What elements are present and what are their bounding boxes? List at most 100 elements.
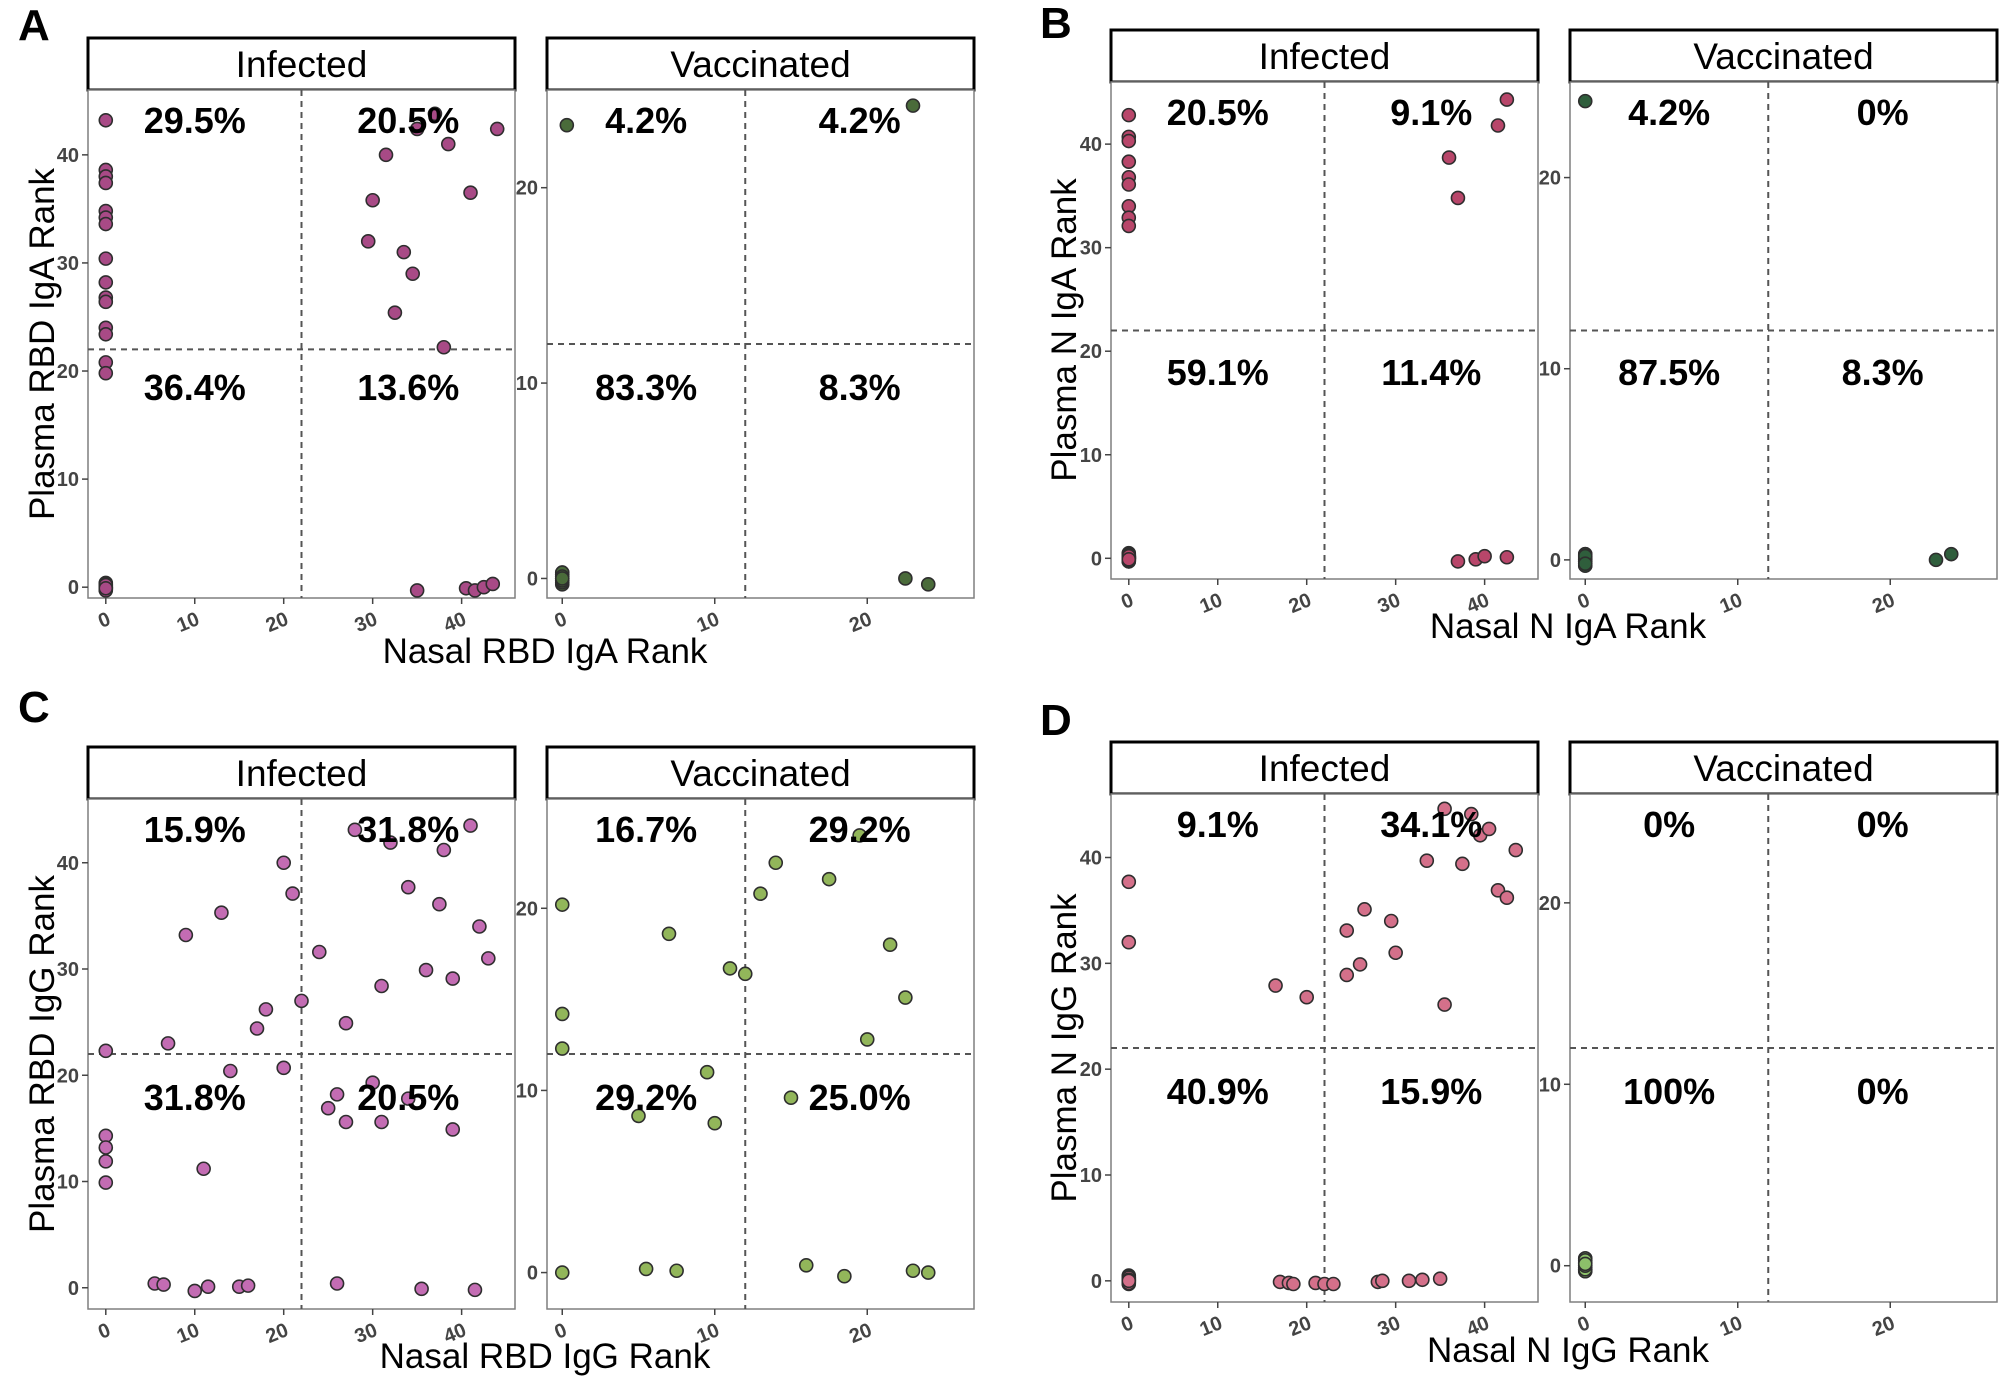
data-point [554,571,570,586]
data-point [882,937,898,953]
facet-strip [86,745,517,801]
data-point [559,117,575,133]
data-point [467,1282,483,1298]
data-point [1375,1273,1390,1289]
data-point [1499,92,1515,107]
data-point [837,1268,852,1284]
panel-letter: A [18,1,50,50]
data-point [338,1114,354,1130]
data-point [396,244,412,260]
x-tick-label: 20 [263,608,292,637]
data-point [472,919,487,934]
data-point [187,1283,203,1299]
y-tick-label: 30 [1080,238,1102,260]
facet-title: Vaccinated [1693,748,1873,789]
facet-title: Vaccinated [670,753,850,794]
data-point [276,855,292,871]
x-axis-title: Nasal RBD IgA Rank [383,632,708,671]
data-point [920,1265,936,1280]
data-point [1121,1273,1137,1289]
data-point [1286,1276,1301,1292]
y-tick-label: 10 [516,1080,538,1102]
data-point [432,896,447,912]
data-point [347,822,363,838]
data-point [445,971,461,986]
data-point [554,1006,570,1022]
data-point [374,978,389,994]
data-point [920,577,936,592]
quadrant-label-bottom-left: 100% [1623,1071,1715,1112]
data-point [400,879,416,895]
data-point [294,993,309,1009]
facet-strip [545,745,976,801]
data-point [699,1064,715,1080]
data-point [360,234,376,249]
data-point [554,897,570,912]
data-point [481,951,496,966]
y-axis-title: Plasma N IgA Rank [1045,178,1084,482]
data-point [463,185,478,200]
x-tick-label: 10 [174,1319,203,1348]
y-tick-label: 20 [57,361,79,383]
data-point [365,1075,380,1090]
x-tick-label: 0 [552,608,571,633]
data-point [1450,554,1466,569]
y-tick-label: 30 [57,253,79,275]
facet-strip [86,36,517,92]
x-tick-label: 20 [1869,1312,1898,1341]
data-point [98,580,114,596]
y-tick-label: 10 [1080,1165,1102,1187]
panel-letter: D [1040,696,1072,745]
quadrant-label-top-right: 0% [1857,804,1909,845]
y-tick-label: 20 [57,1065,79,1087]
x-tick-label: 10 [1197,1312,1226,1341]
quadrant-label-top-right: 20.5% [357,100,459,141]
data-point [98,1140,114,1155]
quadrant-label-top-left: 4.2% [605,100,687,141]
data-point [98,294,114,310]
data-point [200,1279,216,1294]
data-point [905,98,921,113]
data-point [1455,856,1470,872]
quadrant-label-bottom-right: 25.0% [809,1077,911,1118]
x-tick-label: 30 [352,1319,381,1348]
facet-strip [545,36,976,92]
data-point [98,216,114,232]
data-point [98,275,114,290]
data-point [1326,1276,1341,1292]
quadrant-label-top-left: 29.5% [144,100,246,141]
quadrant-label-top-right: 4.2% [819,100,901,141]
data-point [1441,150,1457,165]
data-point [427,106,443,122]
data-point [98,251,114,266]
x-tick-label: 20 [846,608,875,637]
quadrant-label-bottom-left: 83.3% [595,367,697,408]
facet-strip [1568,740,1999,796]
y-tick-label: 0 [1091,1271,1102,1293]
quadrant-label-top-right: 31.8% [357,809,459,850]
data-point [285,886,300,901]
data-point [1437,801,1452,817]
data-point [554,1041,570,1056]
x-axis-title: Nasal N IgA Rank [1430,607,1707,646]
x-tick-label: 20 [1286,1312,1315,1341]
y-tick-label: 0 [68,1278,79,1300]
y-tick-label: 30 [1080,953,1102,975]
y-tick-label: 10 [1080,445,1102,467]
data-point [400,1091,416,1106]
quadrant-label-bottom-right: 20.5% [357,1077,459,1118]
data-point [1299,989,1315,1005]
quadrant-label-bottom-right: 15.9% [1380,1071,1482,1112]
data-point [258,1002,274,1017]
x-tick-label: 20 [1869,589,1898,618]
data-point [98,365,114,381]
data-point [329,1276,345,1291]
data-point [1339,923,1355,938]
data-point [661,926,677,942]
